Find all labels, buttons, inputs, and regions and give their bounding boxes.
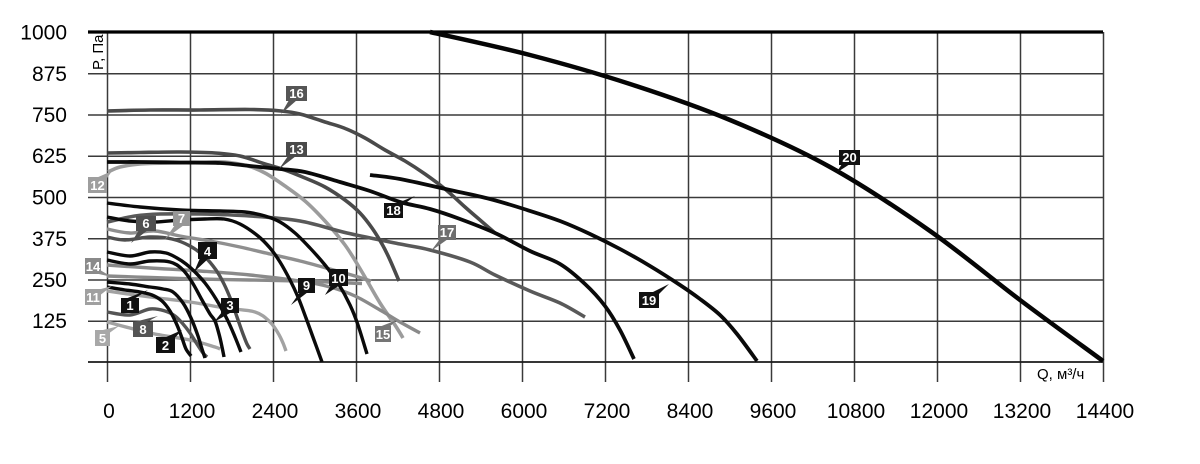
svg-text:750: 750: [32, 104, 67, 127]
svg-text:12: 12: [90, 178, 104, 193]
svg-text:125: 125: [32, 310, 67, 333]
svg-text:8: 8: [139, 322, 146, 337]
svg-text:19: 19: [642, 293, 656, 308]
svg-text:1000: 1000: [20, 22, 67, 45]
svg-text:3: 3: [226, 298, 233, 313]
svg-text:11: 11: [86, 290, 100, 305]
svg-text:7: 7: [178, 211, 185, 226]
svg-text:7200: 7200: [584, 400, 631, 423]
svg-text:10: 10: [331, 271, 345, 286]
svg-text:1: 1: [126, 298, 133, 313]
svg-text:875: 875: [32, 63, 67, 86]
svg-text:6: 6: [142, 216, 149, 231]
svg-text:0: 0: [103, 400, 115, 423]
svg-text:13: 13: [289, 142, 303, 157]
svg-text:17: 17: [440, 225, 454, 240]
svg-text:15: 15: [376, 327, 390, 342]
svg-text:4800: 4800: [418, 400, 465, 423]
svg-text:3600: 3600: [335, 400, 382, 423]
svg-text:P, Па: P, Па: [90, 34, 107, 70]
svg-text:2: 2: [162, 338, 169, 353]
svg-text:6000: 6000: [501, 400, 548, 423]
svg-text:9: 9: [303, 278, 310, 293]
svg-text:14400: 14400: [1076, 400, 1134, 423]
svg-text:18: 18: [386, 203, 400, 218]
svg-text:375: 375: [32, 228, 67, 251]
svg-text:20: 20: [842, 150, 856, 165]
svg-text:2400: 2400: [252, 400, 299, 423]
svg-text:250: 250: [32, 269, 67, 292]
svg-text:10800: 10800: [827, 400, 885, 423]
svg-text:16: 16: [289, 86, 303, 101]
svg-text:4: 4: [204, 244, 212, 259]
svg-text:13200: 13200: [993, 400, 1051, 423]
svg-text:9600: 9600: [750, 400, 797, 423]
svg-text:14: 14: [86, 259, 101, 274]
svg-text:5: 5: [99, 331, 106, 346]
svg-text:625: 625: [32, 145, 67, 168]
svg-text:500: 500: [32, 187, 67, 210]
svg-text:8400: 8400: [667, 400, 714, 423]
svg-text:Q, м³/ч: Q, м³/ч: [1037, 366, 1084, 383]
svg-text:1200: 1200: [169, 400, 216, 423]
svg-text:12000: 12000: [910, 400, 968, 423]
